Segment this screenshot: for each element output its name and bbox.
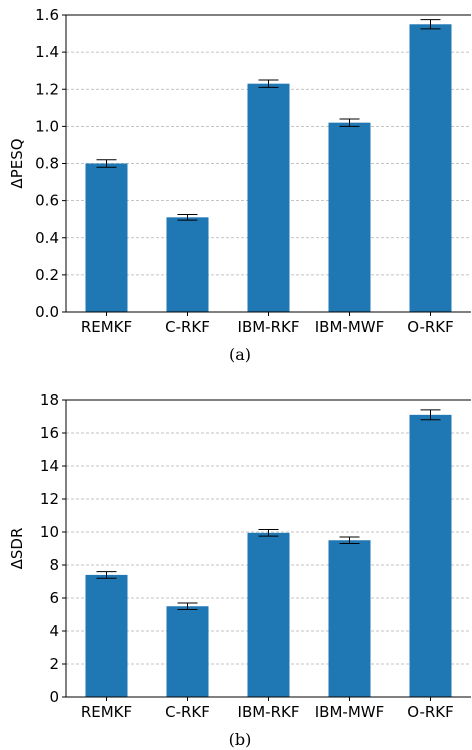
y-tick-label: 0.0 <box>35 303 59 321</box>
panel-caption: (a) <box>229 345 251 364</box>
x-tick-label: IBM-MWF <box>315 703 384 721</box>
bar-c-rkf <box>166 217 209 312</box>
y-tick-label: 2 <box>49 655 59 673</box>
chart-panel-1: 0.0 0.2 0.4 0.6 0.8 1.0 1.2 1.4 1.6 REMKF C-RKF IBM… <box>8 6 471 364</box>
bar-o-rkf <box>409 414 452 697</box>
y-tick-label: 16 <box>40 424 59 442</box>
bar-o-rkf <box>409 24 452 312</box>
x-tick-label: C-RKF <box>165 318 210 336</box>
x-tick-label: REMKF <box>81 318 132 336</box>
y-axis-label: ΔSDR <box>8 528 26 570</box>
x-tick-label: IBM-RKF <box>238 318 300 336</box>
y-tick-label: 1.4 <box>35 43 59 61</box>
x-tick-label: C-RKF <box>165 703 210 721</box>
y-tick-label: 0.8 <box>35 155 59 173</box>
bar-remkf <box>85 574 128 697</box>
x-tick-label: IBM-RKF <box>238 703 300 721</box>
x-tick-label: O-RKF <box>407 703 454 721</box>
y-tick-label: 0.6 <box>35 192 59 210</box>
x-tick-label: IBM-MWF <box>315 318 384 336</box>
y-axis-label: ΔPESQ <box>8 138 26 188</box>
y-tick-label: 12 <box>40 490 59 508</box>
y-tick-label: 0 <box>49 688 59 706</box>
y-tick-label: 8 <box>49 556 59 574</box>
bar-ibm-rkf <box>247 532 290 697</box>
y-tick-label: 6 <box>49 589 59 607</box>
bar-remkf <box>85 163 128 312</box>
y-tick-label: 0.4 <box>35 229 59 247</box>
y-tick-label: 18 <box>40 391 59 409</box>
x-tick-label: O-RKF <box>407 318 454 336</box>
y-tick-label: 4 <box>49 622 59 640</box>
y-tick-label: 1.0 <box>35 117 59 135</box>
bar-ibm-mwf <box>328 122 371 312</box>
chart-panel-2: 0 2 4 6 8 10 12 14 16 18 REMKF C-RKF IBM-RKF IBM-MWF O… <box>8 391 471 749</box>
bar-ibm-rkf <box>247 83 290 313</box>
panel-caption: (b) <box>229 730 252 749</box>
y-tick-label: 14 <box>40 457 59 475</box>
x-tick-label: REMKF <box>81 703 132 721</box>
y-tick-label: 0.2 <box>35 266 59 284</box>
bar-ibm-mwf <box>328 540 371 697</box>
y-tick-label: 1.2 <box>35 80 59 98</box>
bar-c-rkf <box>166 606 209 697</box>
y-tick-label: 1.6 <box>35 6 59 24</box>
y-tick-label: 10 <box>40 523 59 541</box>
